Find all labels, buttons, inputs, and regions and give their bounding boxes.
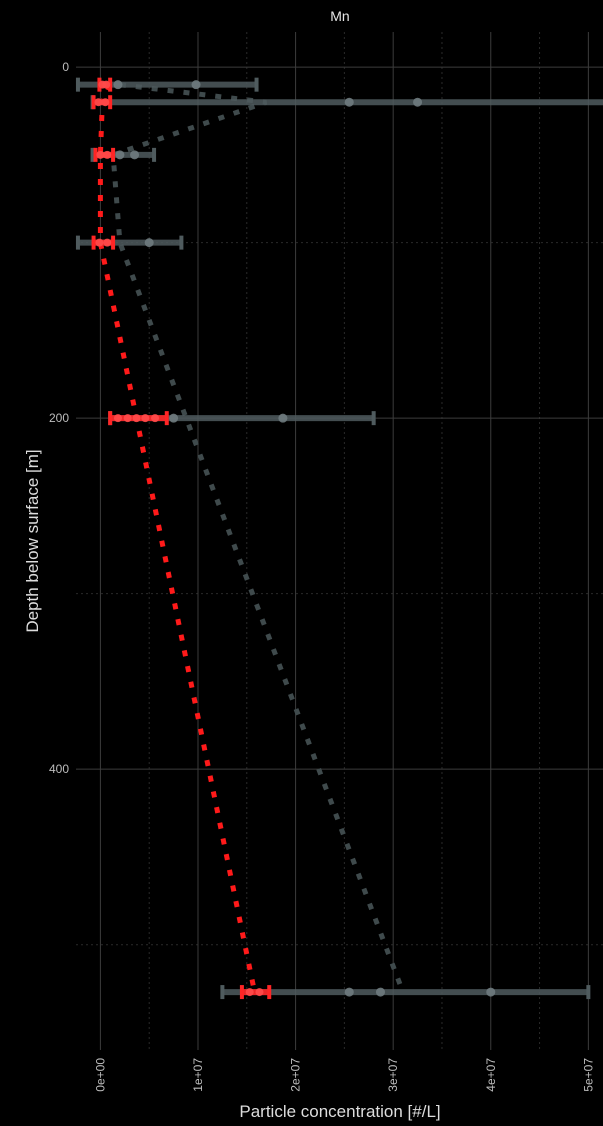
- data-points: [94, 80, 496, 997]
- x-axis-title: Particle concentration [#/L]: [239, 1102, 440, 1121]
- red-series-point: [255, 988, 264, 997]
- y-axis-title: Depth below surface [m]: [23, 449, 42, 632]
- red-series-point: [141, 414, 150, 423]
- grey-series-point: [486, 987, 496, 997]
- grey-series-point: [344, 987, 354, 997]
- red-series-point: [245, 988, 254, 997]
- grey-series-point: [144, 238, 154, 248]
- grey-series-point: [169, 413, 179, 423]
- grey-series-point: [344, 97, 354, 107]
- x-tick-label: 3e+07: [386, 1058, 400, 1092]
- y-tick-label: 0: [62, 60, 69, 74]
- x-tick-label: 4e+07: [484, 1058, 498, 1092]
- grey-series-point: [130, 150, 140, 160]
- x-tick-label: 2e+07: [289, 1058, 303, 1092]
- grey-series-point: [413, 97, 423, 107]
- red-series-point: [96, 150, 105, 159]
- grey-series-point: [115, 150, 125, 160]
- chart-title: Mn: [330, 8, 349, 24]
- y-tick-label: 400: [49, 762, 69, 776]
- grey-series-point: [113, 80, 123, 90]
- red-series-point: [103, 238, 112, 247]
- red-series-point: [132, 414, 141, 423]
- x-tick-label: 5e+07: [581, 1058, 595, 1092]
- red-series-point: [103, 150, 112, 159]
- red-series-point: [102, 80, 111, 89]
- grey-series-point: [375, 987, 385, 997]
- red-series-point: [151, 414, 160, 423]
- red-series-point: [123, 414, 132, 423]
- plot-area: [76, 32, 603, 1050]
- grey-series-point: [278, 413, 288, 423]
- y-tick-label: 200: [49, 411, 69, 425]
- x-tick-label: 1e+07: [191, 1058, 205, 1092]
- red-series-point: [95, 238, 104, 247]
- red-series-point: [113, 414, 122, 423]
- grid: [76, 32, 603, 1050]
- red-series-point: [94, 98, 103, 107]
- grey-series-point: [191, 80, 201, 90]
- x-tick-label: 0e+00: [93, 1058, 107, 1092]
- red-series-point: [101, 98, 110, 107]
- tick-labels: 0e+00 1e+07 2e+07 3e+07 4e+07 5e+07 0 200 400: [49, 60, 595, 1092]
